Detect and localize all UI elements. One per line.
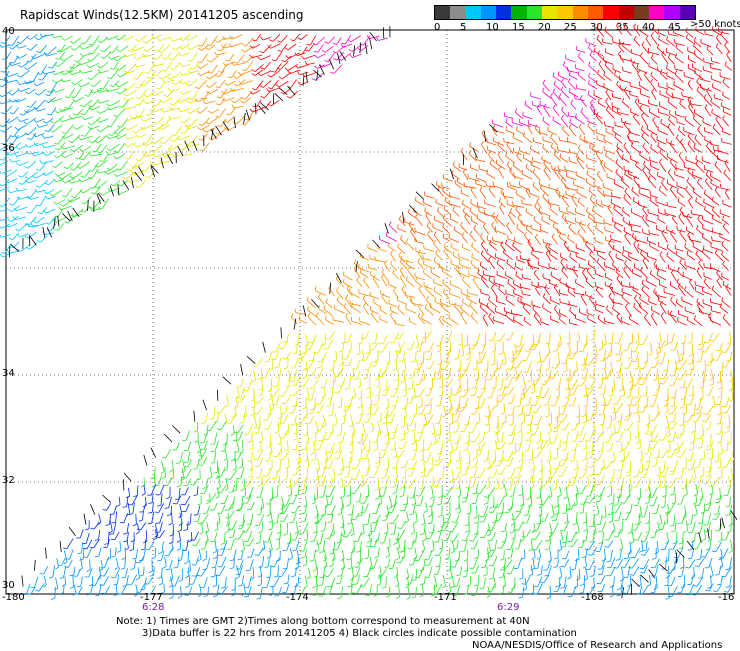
lat-label-36: 36 bbox=[2, 143, 15, 154]
time-label-628: 6:28 bbox=[142, 602, 164, 613]
lon-label-180: -180 bbox=[2, 592, 25, 603]
credit-line: NOAA/NESDIS/Office of Research and Appli… bbox=[472, 640, 722, 651]
time-label-629: 6:29 bbox=[497, 602, 519, 613]
lon-label-174: -174 bbox=[286, 592, 309, 603]
lat-label-40: 40 bbox=[2, 26, 15, 37]
note-line-2: 3)Data buffer is 22 hrs from 20141205 4)… bbox=[142, 628, 577, 639]
lon-label-168: -168 bbox=[581, 592, 604, 603]
note-line-1: Note: 1) Times are GMT 2)Times along bot… bbox=[116, 616, 530, 627]
lat-label-32: 32 bbox=[2, 475, 15, 486]
lat-label-34: 34 bbox=[2, 368, 15, 379]
lon-label-171: -171 bbox=[434, 592, 457, 603]
wind-barbs bbox=[0, 23, 737, 600]
lat-label-30: 30 bbox=[2, 580, 15, 591]
lon-label-165: -16 bbox=[718, 592, 734, 603]
